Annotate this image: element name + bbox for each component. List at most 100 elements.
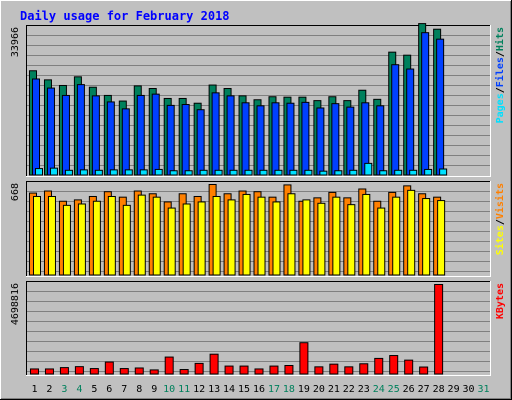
bar-sites-day-28 <box>437 200 446 276</box>
bar-sites-day-17 <box>272 201 281 276</box>
bar-kbytes-day-7 <box>119 368 129 375</box>
panel-requests-legend-label: Pages/Files/Hits <box>494 27 506 123</box>
bar-kbytes-day-14 <box>224 365 234 375</box>
x-tick-label-day-24: 24 <box>373 384 385 395</box>
bar-sites-day-3 <box>62 204 71 276</box>
bar-pages-day-14 <box>229 169 238 176</box>
bar-pages-day-17 <box>274 169 283 176</box>
bar-sites-day-8 <box>137 194 146 276</box>
legend-part-separator: / <box>495 87 506 93</box>
bar-files-day-5 <box>91 95 100 176</box>
bar-files-day-18 <box>286 102 295 176</box>
bar-files-day-26 <box>406 68 415 176</box>
bar-pages-day-4 <box>79 169 88 176</box>
x-tick-label-day-8: 8 <box>136 384 142 395</box>
bar-pages-day-3 <box>64 169 73 176</box>
bar-kbytes-day-19 <box>299 342 309 375</box>
bar-pages-day-2 <box>49 167 58 176</box>
bar-pages-day-24 <box>379 170 388 176</box>
bar-kbytes-day-3 <box>59 367 69 375</box>
x-tick-label-day-21: 21 <box>328 384 340 395</box>
x-tick-label-day-2: 2 <box>46 384 52 395</box>
x-tick-label-day-23: 23 <box>358 384 370 395</box>
bar-kbytes-day-4 <box>74 366 84 375</box>
legend-part-separator: / <box>495 51 506 57</box>
bar-kbytes-day-16 <box>254 368 264 375</box>
panel-kbytes: 4698816 KBytes <box>10 281 506 376</box>
x-tick-label-day-4: 4 <box>76 384 82 395</box>
bar-kbytes-day-11 <box>179 369 189 375</box>
bar-sites-day-10 <box>167 207 176 276</box>
bar-files-day-4 <box>76 84 85 176</box>
bar-files-day-8 <box>136 94 145 176</box>
bar-pages-day-21 <box>334 170 343 176</box>
bar-sites-day-11 <box>182 203 191 276</box>
bar-kbytes-day-25 <box>389 355 399 375</box>
bar-kbytes-day-5 <box>89 368 99 375</box>
x-tick-label-day-6: 6 <box>106 384 112 395</box>
legend-part-kbytes: KBytes <box>495 283 506 319</box>
bar-pages-day-23 <box>364 162 373 176</box>
bar-kbytes-day-8 <box>134 367 144 375</box>
bar-kbytes-day-10 <box>164 356 174 375</box>
bar-kbytes-day-15 <box>239 365 249 375</box>
legend-part-visits: Visits <box>494 183 506 219</box>
x-tick-label-day-3: 3 <box>61 384 67 395</box>
bar-sites-day-22 <box>347 204 356 276</box>
bar-sites-day-1 <box>33 195 41 276</box>
panel-requests-ymax-label: 33966 <box>10 27 21 57</box>
bar-sites-day-15 <box>242 193 251 276</box>
bar-sites-day-4 <box>77 203 86 276</box>
bar-kbytes-day-1 <box>29 368 39 375</box>
bar-pages-day-18 <box>289 169 298 176</box>
bar-pages-day-11 <box>184 170 193 176</box>
bar-kbytes-day-17 <box>269 365 279 375</box>
bar-sites-day-6 <box>107 195 116 276</box>
bar-kbytes-day-6 <box>104 361 114 375</box>
panel-kbytes-plot-area <box>26 281 490 375</box>
bar-files-day-16 <box>256 105 265 176</box>
bar-pages-day-19 <box>304 169 313 176</box>
bar-pages-day-6 <box>109 169 118 176</box>
x-tick-label-day-27: 27 <box>418 384 430 395</box>
x-tick-label-day-15: 15 <box>238 384 250 395</box>
bar-kbytes-day-18 <box>284 364 294 375</box>
x-axis-tick-labels: 1 2 3 4 5 6 7 8 9 10 11 12 13 14 15 16 17 18 19 20 21 22 23 24 2… <box>31 384 489 395</box>
bar-kbytes-day-23 <box>359 363 369 375</box>
bar-sites-day-18 <box>287 193 296 276</box>
bar-files-day-25 <box>391 64 400 176</box>
bar-files-day-28 <box>436 38 445 176</box>
bar-pages-day-9 <box>154 168 163 176</box>
legend-part-pages: Pages <box>495 93 506 123</box>
bar-pages-day-25 <box>394 169 403 176</box>
bar-sites-day-9 <box>152 196 161 276</box>
bar-pages-day-22 <box>349 169 358 176</box>
bar-kbytes-day-22 <box>344 366 354 375</box>
x-tick-label-day-1: 1 <box>31 384 37 395</box>
bar-pages-day-28 <box>439 168 448 176</box>
bar-kbytes-day-26 <box>404 359 414 375</box>
bar-kbytes-day-21 <box>329 363 339 375</box>
bar-pages-day-7 <box>124 169 133 176</box>
bar-sites-day-19 <box>302 199 311 276</box>
bar-files-day-17 <box>271 102 280 176</box>
bar-files-day-6 <box>106 101 115 176</box>
bar-sites-day-2 <box>47 195 56 276</box>
panel-visits-ymax-label: 668 <box>10 183 21 201</box>
panel-kbytes-ymax-label: 4698816 <box>10 283 21 325</box>
bar-sites-day-25 <box>392 196 401 276</box>
panel-visits: 668 Sites/Visits <box>10 181 506 277</box>
bar-files-day-24 <box>376 105 385 176</box>
legend-part-files: Files <box>494 57 506 87</box>
bar-pages-day-15 <box>244 169 253 176</box>
bar-files-day-20 <box>316 107 325 176</box>
panel-kbytes-legend-label: KBytes <box>495 283 506 319</box>
legend-part-sites: Sites <box>494 225 506 255</box>
bar-sites-day-20 <box>317 202 326 276</box>
bar-kbytes-day-2 <box>44 368 54 375</box>
bar-files-day-9 <box>151 93 160 176</box>
bar-files-day-21 <box>331 103 340 176</box>
bar-sites-day-27 <box>422 198 431 276</box>
bar-kbytes-day-24 <box>374 357 384 375</box>
